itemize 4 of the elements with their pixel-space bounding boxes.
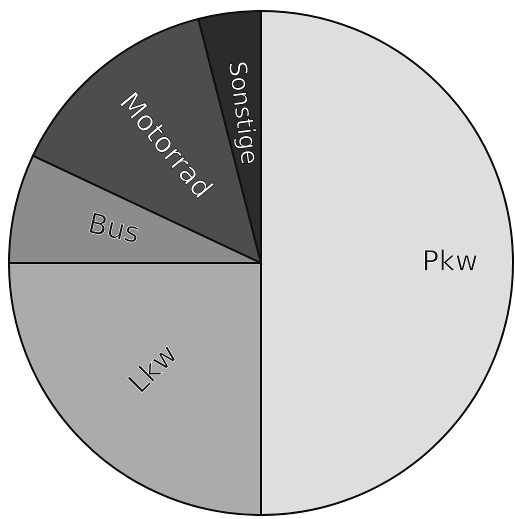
slice-label: Bus [85,206,143,250]
slice-label: Pkw [422,244,478,278]
slice-label: Sonstige [223,60,264,166]
slice-label: Lkw [122,338,184,400]
